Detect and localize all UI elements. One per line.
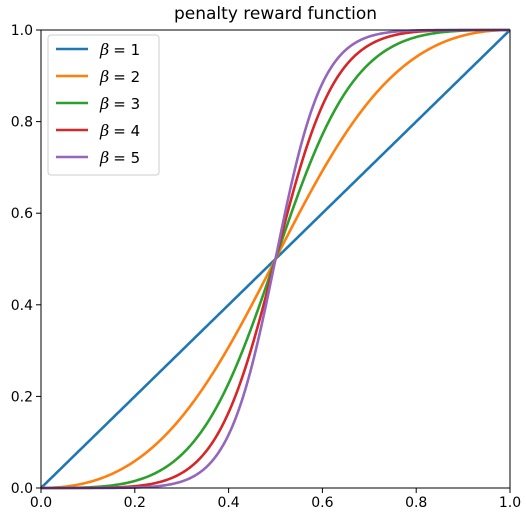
y-tick-label: 0.0	[11, 481, 33, 497]
legend-beta-value: = 3	[113, 95, 140, 113]
x-tick-label: 1.0	[499, 495, 521, 511]
legend: β = 1β = 2β = 3β = 4β = 5	[47, 34, 160, 176]
legend-beta-value: = 4	[113, 122, 140, 140]
legend-beta-symbol: β	[99, 40, 109, 59]
legend-entry-label: β = 3	[99, 94, 140, 113]
x-tick-label: 0.8	[405, 495, 427, 511]
x-axis: 0.0 0.2 0.4 0.6 0.8 1.0	[30, 488, 521, 511]
plot-frame	[40, 29, 511, 489]
legend-beta-symbol: β	[99, 121, 109, 140]
legend-entry-label: β = 4	[99, 121, 140, 140]
y-tick-label: 0.4	[11, 298, 33, 314]
legend-beta-value: = 2	[113, 68, 140, 86]
legend-beta-symbol: β	[99, 94, 109, 113]
y-tick-label: 1.0	[11, 23, 33, 39]
y-axis: 0.0 0.2 0.4 0.6 0.8 1.0	[11, 23, 41, 497]
y-tick-label: 0.8	[11, 115, 33, 131]
legend-beta-value: = 1	[113, 41, 140, 59]
x-tick-label: 0.2	[124, 495, 146, 511]
legend-beta-symbol: β	[99, 67, 109, 86]
chart-title: penalty reward function	[174, 4, 377, 24]
x-tick-label: 0.6	[311, 495, 333, 511]
legend-beta-symbol: β	[99, 148, 109, 167]
x-tick-label: 0.4	[217, 495, 239, 511]
y-tick-label: 0.2	[11, 389, 33, 405]
legend-entry-label: β = 5	[99, 148, 140, 167]
x-tick-label: 0.0	[30, 495, 52, 511]
legend-box	[47, 34, 160, 176]
series-layer	[40, 28, 511, 490]
legend-entry-label: β = 2	[99, 67, 140, 86]
legend-entry-label: β = 1	[99, 40, 140, 59]
legend-beta-value: = 5	[113, 149, 140, 167]
y-tick-label: 0.6	[11, 206, 33, 222]
